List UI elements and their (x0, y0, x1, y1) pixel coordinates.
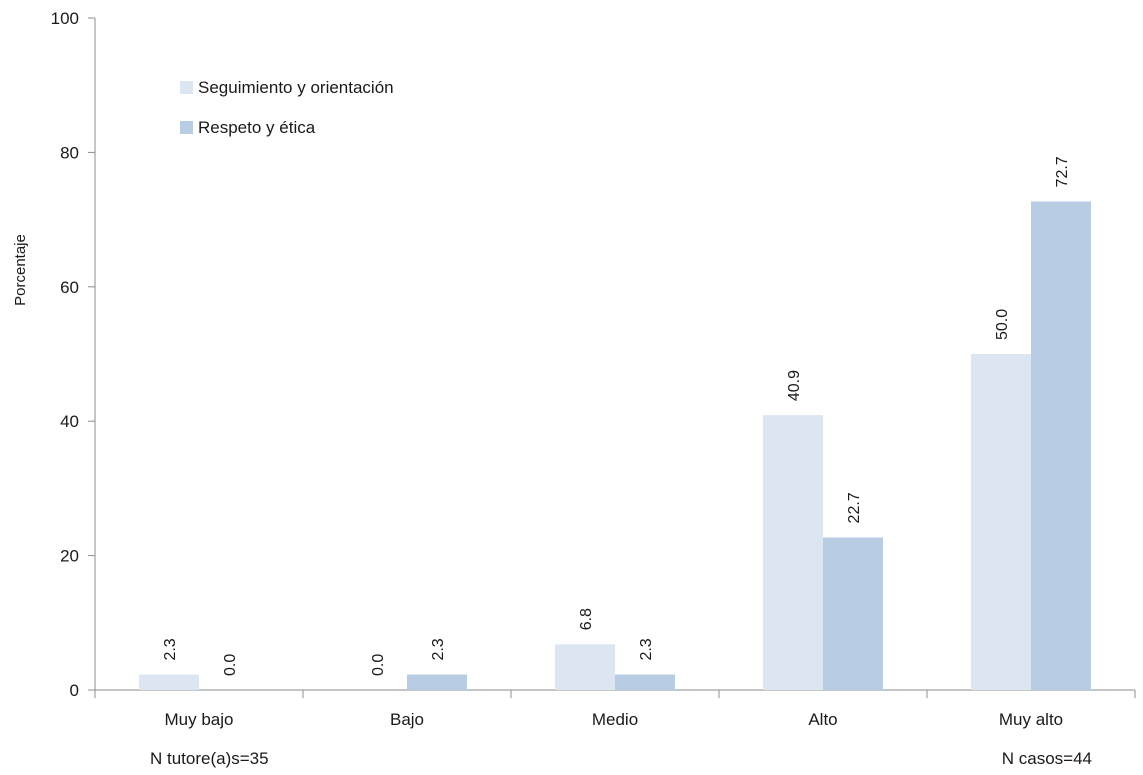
data-label: 22.7 (846, 492, 863, 523)
legend-label: Respeto y ética (198, 118, 316, 137)
y-tick-label: 60 (60, 278, 79, 297)
x-tick-label: Muy bajo (165, 710, 234, 729)
legend: Seguimiento y orientación Respeto y ética (180, 78, 394, 137)
data-label: 40.9 (786, 370, 803, 401)
x-tick-label: Alto (808, 710, 837, 729)
data-label: 0.0 (222, 654, 239, 676)
y-axis-label: Porcentaje (12, 234, 29, 306)
data-label: 72.7 (1054, 156, 1071, 187)
bar (971, 354, 1031, 690)
note-left: N tutore(a)s=35 (150, 749, 269, 768)
data-label: 6.8 (578, 608, 595, 630)
legend-swatch (180, 81, 193, 94)
bar (407, 674, 467, 690)
y-tick-label: 40 (60, 412, 79, 431)
x-tick-label: Medio (592, 710, 638, 729)
bar (1031, 201, 1091, 690)
chart-axes: 0 20 40 60 80 100 Muy bajo Bajo Medio Alto Muy alt… (51, 9, 1136, 729)
x-tick-label: Bajo (390, 710, 424, 729)
data-label: 2.3 (430, 638, 447, 660)
y-tick-label: 80 (60, 143, 79, 162)
note-right: N casos=44 (1002, 749, 1092, 768)
bar (615, 674, 675, 690)
y-tick-label: 100 (51, 9, 79, 28)
bar (139, 674, 199, 690)
y-tick-label: 0 (70, 681, 79, 700)
x-tick-label: Muy alto (999, 710, 1063, 729)
data-label: 2.3 (638, 638, 655, 660)
bar (823, 537, 883, 690)
legend-swatch (180, 121, 193, 134)
data-label: 0.0 (370, 654, 387, 676)
bar (763, 415, 823, 690)
bar (555, 644, 615, 690)
data-label: 50.0 (994, 309, 1011, 340)
chart-bars (139, 201, 1091, 690)
chart-data-labels: 2.3 0.0 6.8 40.9 50.0 0.0 2.3 2.3 22.7 72.7 (162, 156, 1071, 676)
data-label: 2.3 (162, 638, 179, 660)
y-tick-label: 20 (60, 547, 79, 566)
legend-label: Seguimiento y orientación (198, 78, 394, 97)
